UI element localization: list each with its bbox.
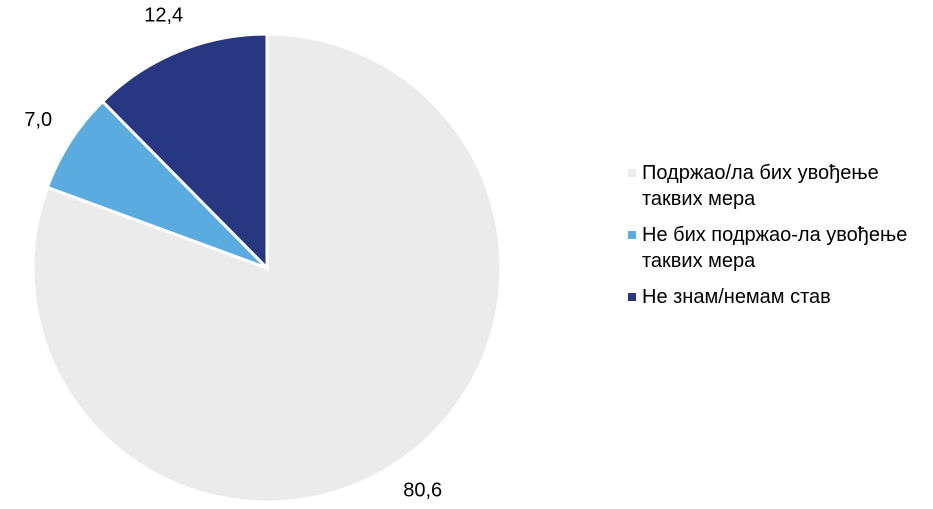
- legend-item: Не знам/немам став: [628, 284, 928, 310]
- legend-label: Подржао/ла бих увођење таквих мера: [642, 162, 879, 210]
- legend-item: Подржао/ла бих увођење таквих мера: [628, 160, 928, 212]
- legend-swatch: [628, 293, 636, 301]
- data-label: 7,0: [24, 109, 52, 131]
- legend-label: Не бих подржао-ла увођење таквих мера: [642, 224, 908, 272]
- data-label: 80,6: [403, 479, 442, 501]
- pie-slice: [45, 99, 269, 270]
- legend-label: Не знам/немам став: [642, 286, 831, 308]
- legend-swatch: [628, 231, 636, 239]
- data-label: 12,4: [144, 5, 183, 27]
- legend: Подржао/ла бих увођење таквих мера Не бих…: [628, 160, 928, 320]
- legend-item: Не бих подржао-ла увођење таквих мера: [628, 222, 928, 274]
- legend-swatch: [628, 169, 636, 177]
- pie-slice: [100, 32, 269, 272]
